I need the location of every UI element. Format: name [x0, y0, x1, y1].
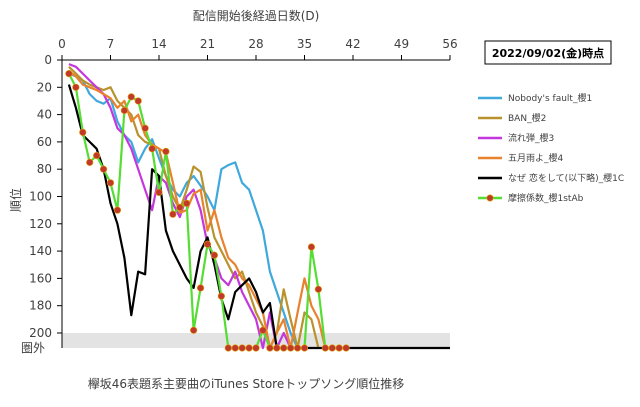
y-tick-label: 40 — [37, 108, 52, 122]
y-tick-label: 60 — [37, 135, 52, 149]
series-marker-5 — [183, 199, 191, 207]
x-tick-label: 7 — [107, 37, 115, 51]
chart-caption: 欅坂46表題系主要曲のiTunes Storeトップソング順位推移 — [88, 376, 405, 391]
series-marker-5 — [224, 344, 232, 352]
series-marker-5 — [245, 344, 253, 352]
series-line-4 — [67, 84, 450, 350]
x-axis-title: 配信開始後経過日数(D) — [193, 8, 320, 23]
x-tick-label: 35 — [297, 37, 312, 51]
series-markers — [65, 70, 350, 352]
series-marker-5 — [238, 344, 246, 352]
x-tick-label: 56 — [442, 37, 457, 51]
series-marker-5 — [203, 240, 212, 248]
x-tick-label: 28 — [248, 37, 263, 51]
out-of-rank-label: 圏外 — [21, 341, 45, 355]
series-marker-5 — [113, 206, 122, 214]
y-axis-title: 順位 — [8, 188, 23, 212]
date-label: 2022/09/02(金)時点 — [492, 46, 604, 60]
series-marker-5 — [280, 344, 288, 352]
y-tick-label: 80 — [37, 162, 52, 176]
series-marker-5 — [155, 188, 163, 196]
y-tick-label: 200 — [29, 326, 52, 340]
series-marker-5 — [217, 292, 225, 300]
series-marker-5 — [259, 326, 267, 334]
series-marker-5 — [86, 158, 94, 166]
series-marker-5 — [328, 344, 336, 352]
series-marker-5 — [307, 243, 316, 251]
series-marker-5 — [141, 124, 149, 132]
out-of-rank-band — [62, 332, 450, 348]
series-marker-5 — [65, 70, 73, 78]
series-marker-5 — [231, 344, 239, 352]
series-marker-5 — [134, 97, 142, 105]
x-axis-ticks: 0 7 14 21 28 35 42 49 56 — [58, 37, 458, 60]
series-marker-5 — [335, 344, 343, 352]
legend-label-4: なぜ 恋をして(以下略)_櫻1C — [508, 172, 624, 184]
series-marker-5 — [266, 344, 274, 352]
legend-marker-5 — [486, 194, 494, 202]
y-tick-label: 160 — [29, 271, 52, 285]
x-tick-label: 49 — [394, 37, 409, 51]
x-tick-label: 14 — [151, 37, 166, 51]
series-marker-5 — [176, 203, 184, 212]
y-tick-label: 120 — [29, 217, 52, 231]
series-marker-5 — [190, 326, 198, 334]
series-marker-5 — [273, 344, 281, 352]
series-marker-5 — [99, 165, 108, 173]
y-tick-label: 180 — [29, 299, 52, 313]
series-marker-5 — [293, 344, 302, 352]
y-tick-label: 20 — [37, 80, 52, 94]
series-marker-5 — [93, 151, 101, 160]
x-tick-label: 0 — [58, 37, 66, 51]
series-marker-5 — [127, 93, 135, 101]
series-line-3 — [68, 70, 333, 350]
series-marker-5 — [314, 285, 322, 293]
series-marker-5 — [210, 251, 219, 259]
series-line-1 — [68, 66, 320, 350]
legend-label-3: 五月雨よ_櫻4 — [508, 152, 564, 164]
legend: Nobody's fault_櫻1 BAN_櫻2 流れ弾_櫻3 五月雨よ_櫻4 なぜ 恋… — [478, 92, 624, 204]
series-marker-5 — [120, 106, 128, 115]
series-marker-5 — [252, 344, 260, 352]
legend-label-2: 流れ弾_櫻3 — [508, 132, 554, 144]
legend-label-1: BAN_櫻2 — [508, 112, 546, 124]
y-tick-label: 140 — [29, 244, 52, 258]
legend-label-5: 摩擦係数_櫻1stAb — [508, 192, 584, 204]
date-box-border — [484, 40, 612, 65]
date-box: 2022/09/02(金)時点 — [484, 40, 612, 65]
x-tick-label: 42 — [345, 37, 360, 51]
series-marker-5 — [287, 344, 295, 352]
series-marker-5 — [300, 344, 309, 352]
series-marker-5 — [342, 344, 350, 352]
y-axis-ticks: 0 20 40 60 80 100 120 140 160 180 200 — [29, 53, 62, 340]
series-marker-5 — [321, 344, 329, 352]
series-marker-5 — [169, 210, 177, 218]
series-marker-5 — [148, 145, 156, 153]
x-tick-label: 21 — [200, 37, 215, 51]
series-lines — [67, 63, 450, 350]
series-marker-5 — [162, 147, 170, 156]
series-marker-5 — [72, 83, 80, 91]
series-marker-5 — [106, 179, 115, 187]
legend-label-0: Nobody's fault_櫻1 — [508, 92, 592, 104]
y-tick-label: 0 — [44, 53, 52, 67]
y-tick-label: 100 — [29, 189, 52, 203]
series-marker-5 — [196, 284, 205, 292]
series-marker-5 — [79, 128, 87, 136]
